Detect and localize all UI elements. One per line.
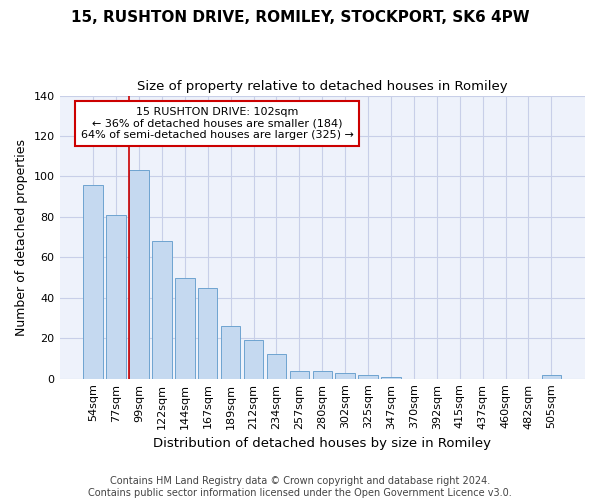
Text: 15 RUSHTON DRIVE: 102sqm
← 36% of detached houses are smaller (184)
64% of semi-: 15 RUSHTON DRIVE: 102sqm ← 36% of detach… bbox=[81, 107, 353, 140]
Bar bbox=[267, 354, 286, 378]
Bar bbox=[542, 374, 561, 378]
Bar bbox=[290, 370, 309, 378]
Bar bbox=[106, 215, 126, 378]
Bar bbox=[175, 278, 194, 378]
Bar bbox=[244, 340, 263, 378]
Bar bbox=[198, 288, 217, 378]
Y-axis label: Number of detached properties: Number of detached properties bbox=[15, 138, 28, 336]
Bar bbox=[358, 374, 378, 378]
Bar bbox=[221, 326, 241, 378]
Text: 15, RUSHTON DRIVE, ROMILEY, STOCKPORT, SK6 4PW: 15, RUSHTON DRIVE, ROMILEY, STOCKPORT, S… bbox=[71, 10, 529, 25]
Bar bbox=[313, 370, 332, 378]
Bar bbox=[152, 241, 172, 378]
X-axis label: Distribution of detached houses by size in Romiley: Distribution of detached houses by size … bbox=[153, 437, 491, 450]
Text: Contains HM Land Registry data © Crown copyright and database right 2024.
Contai: Contains HM Land Registry data © Crown c… bbox=[88, 476, 512, 498]
Bar bbox=[335, 372, 355, 378]
Title: Size of property relative to detached houses in Romiley: Size of property relative to detached ho… bbox=[137, 80, 508, 93]
Bar bbox=[83, 184, 103, 378]
Bar bbox=[129, 170, 149, 378]
Bar bbox=[381, 376, 401, 378]
